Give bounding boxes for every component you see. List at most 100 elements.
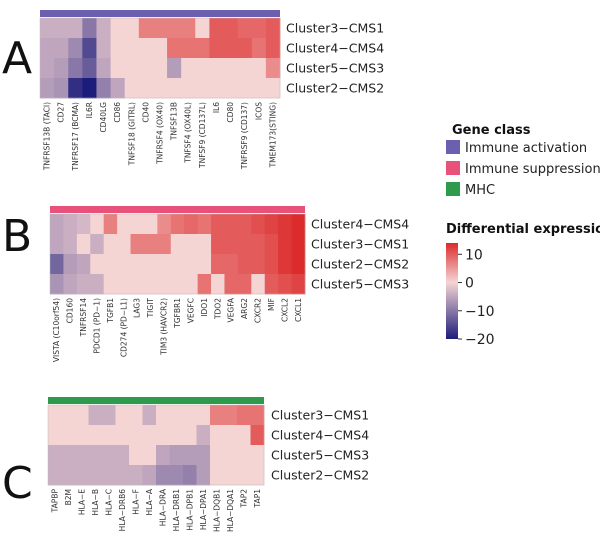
heatmap-cell bbox=[124, 18, 140, 39]
heatmap-cell bbox=[96, 18, 111, 39]
heatmap-cell bbox=[102, 405, 116, 426]
heatmap-cell bbox=[75, 465, 89, 486]
gene-class-label: Immune suppression bbox=[465, 162, 600, 177]
heatmap-cell bbox=[237, 254, 252, 275]
heatmap-cell bbox=[251, 254, 266, 275]
gene-class-band bbox=[48, 397, 264, 404]
heatmap-cell bbox=[237, 214, 252, 235]
column-label: TAP1 bbox=[253, 489, 262, 509]
heatmap-cell bbox=[169, 445, 184, 466]
heatmap-cell bbox=[237, 234, 252, 255]
heatmap-cell bbox=[143, 234, 158, 255]
heatmap-cell bbox=[117, 254, 131, 275]
column-label: TIGIT bbox=[146, 298, 155, 319]
heatmap-cell bbox=[210, 405, 224, 426]
column-label: LAG3 bbox=[133, 298, 142, 318]
heatmap-cell bbox=[157, 274, 172, 295]
column-label: CD160 bbox=[66, 298, 75, 324]
heatmap-cell bbox=[167, 18, 182, 39]
colorbar bbox=[446, 243, 458, 339]
column-label: HLA−A bbox=[145, 488, 154, 515]
row-label: Cluster2−CMS2 bbox=[271, 468, 369, 483]
heatmap-cell bbox=[75, 405, 89, 426]
gene-class-legend-title: Gene class bbox=[452, 123, 531, 138]
heatmap-cell bbox=[224, 214, 239, 235]
column-label: TAPBP bbox=[50, 489, 59, 514]
heatmap-cell bbox=[264, 214, 279, 235]
heatmap-cell bbox=[50, 214, 64, 235]
column-label: HLA−DRB6 bbox=[118, 489, 127, 532]
column-label: CXCL1 bbox=[294, 298, 303, 322]
heatmap-cell bbox=[167, 38, 182, 59]
column-label: CD86 bbox=[113, 102, 122, 123]
row-label: Cluster3−CMS1 bbox=[311, 237, 409, 252]
column-label: B2M bbox=[64, 489, 73, 505]
heatmap-cell bbox=[124, 78, 140, 99]
column-label: HLA−B bbox=[91, 489, 100, 516]
heatmap-cell bbox=[63, 274, 78, 295]
heatmap-cell bbox=[76, 214, 91, 235]
heatmap-cell bbox=[129, 425, 143, 446]
column-label: HLA−F bbox=[131, 489, 140, 515]
heatmap-cell bbox=[184, 234, 199, 255]
column-label: HLA−DRA bbox=[158, 488, 167, 526]
heatmap-cell bbox=[90, 234, 105, 255]
heatmap-cell bbox=[237, 38, 253, 59]
heatmap-cell bbox=[152, 18, 168, 39]
row-label: Cluster4−CMS4 bbox=[311, 217, 409, 232]
colorbar-tick-label: −20 bbox=[465, 332, 495, 348]
gene-class-band bbox=[40, 10, 280, 17]
heatmap-cell bbox=[223, 38, 239, 59]
column-label: CD40 bbox=[141, 102, 150, 123]
heatmap-cell bbox=[102, 445, 116, 466]
column-label: MIF bbox=[267, 298, 276, 311]
heatmap-cell bbox=[237, 425, 251, 446]
heatmap-cell bbox=[278, 234, 292, 255]
heatmap-cell bbox=[170, 254, 185, 275]
column-label: TNFSF4 (OX40L) bbox=[184, 102, 193, 164]
column-label: TNFSF9 (CD137L) bbox=[198, 102, 207, 169]
heatmap-cell bbox=[76, 254, 91, 275]
heatmap-cell bbox=[142, 465, 157, 486]
heatmap-cell bbox=[129, 445, 143, 466]
heatmap-cell bbox=[129, 465, 143, 486]
heatmap-cell bbox=[265, 58, 281, 79]
heatmap-cell bbox=[68, 38, 83, 59]
row-label: Cluster3−CMS1 bbox=[271, 408, 369, 423]
column-label: TNFRSF4 (OX40) bbox=[156, 102, 165, 165]
heatmap-cell bbox=[68, 18, 83, 39]
heatmap-cell bbox=[181, 38, 196, 59]
heatmap-cell bbox=[138, 38, 154, 59]
heatmap-cell bbox=[138, 78, 154, 99]
heatmap-cell bbox=[183, 425, 197, 446]
heatmap-cell bbox=[117, 274, 131, 295]
heatmap-cell bbox=[54, 58, 69, 79]
heatmap-cell bbox=[250, 445, 265, 466]
heatmap-cell bbox=[63, 234, 78, 255]
heatmap-cell bbox=[291, 234, 306, 255]
heatmap-cell bbox=[110, 58, 126, 79]
heatmap-cell bbox=[210, 465, 224, 486]
panel-letter-b: B bbox=[2, 211, 32, 262]
heatmap-cell bbox=[48, 445, 62, 466]
heatmap-cell bbox=[197, 214, 212, 235]
heatmap-cell bbox=[223, 445, 238, 466]
heatmap-cell bbox=[90, 214, 105, 235]
heatmap-cell bbox=[96, 38, 111, 59]
column-label: HLA−DQB1 bbox=[212, 489, 221, 532]
gene-class-swatch bbox=[446, 140, 460, 154]
heatmap-cell bbox=[170, 274, 185, 295]
heatmap-cell bbox=[183, 405, 197, 426]
row-label: Cluster2−CMS2 bbox=[286, 81, 384, 96]
heatmap-cell bbox=[96, 78, 111, 99]
heatmap-cell bbox=[103, 274, 118, 295]
row-label: Cluster5−CMS3 bbox=[271, 448, 369, 463]
column-label: PDCD1 (PD−1) bbox=[92, 298, 101, 354]
heatmap-cell bbox=[224, 234, 239, 255]
heatmap-cell bbox=[63, 214, 78, 235]
panel-b: B Cluster4−CMS4 Cluster3−CMS1 Cluster2−CMS2… bbox=[2, 206, 409, 362]
heatmap-cell bbox=[50, 234, 64, 255]
heatmap-cell bbox=[50, 274, 64, 295]
heatmap-cell bbox=[61, 445, 76, 466]
column-label: TNFRSF13B (TACI) bbox=[43, 102, 52, 171]
